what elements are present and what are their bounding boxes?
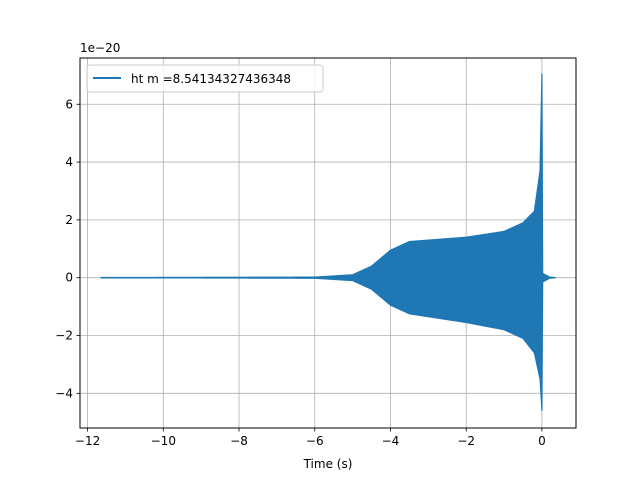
x-tick-label: −4 — [382, 434, 400, 448]
x-tick-label: 0 — [538, 434, 546, 448]
x-tick-label: −10 — [151, 434, 176, 448]
x-tick-label: −6 — [306, 434, 324, 448]
x-tick-label: −12 — [75, 434, 100, 448]
y-tick-label: 0 — [65, 271, 73, 285]
x-tick-label: −2 — [457, 434, 475, 448]
y-axis-ticks: −4 −2 0 2 4 6 — [55, 97, 80, 400]
plot-frame — [79, 57, 577, 429]
legend-box — [86, 64, 324, 93]
y-tick-label: −2 — [55, 329, 73, 343]
y-tick-label: −4 — [55, 386, 73, 400]
legend-label: ht m =8.54134327436348 — [131, 72, 291, 86]
legend: ht m =8.54134327436348 — [86, 64, 324, 93]
y-offset-text: 1e−20 — [80, 41, 120, 55]
y-tick-label: 4 — [65, 155, 73, 169]
x-axis-ticks: −12 −10 −8 −6 −4 −2 0 — [75, 428, 546, 448]
y-tick-label: 2 — [65, 213, 73, 227]
y-tick-label: 6 — [65, 97, 73, 111]
series-layer — [100, 73, 556, 412]
x-axis-label: Time (s) — [303, 457, 353, 471]
x-tick-label: −8 — [230, 434, 248, 448]
